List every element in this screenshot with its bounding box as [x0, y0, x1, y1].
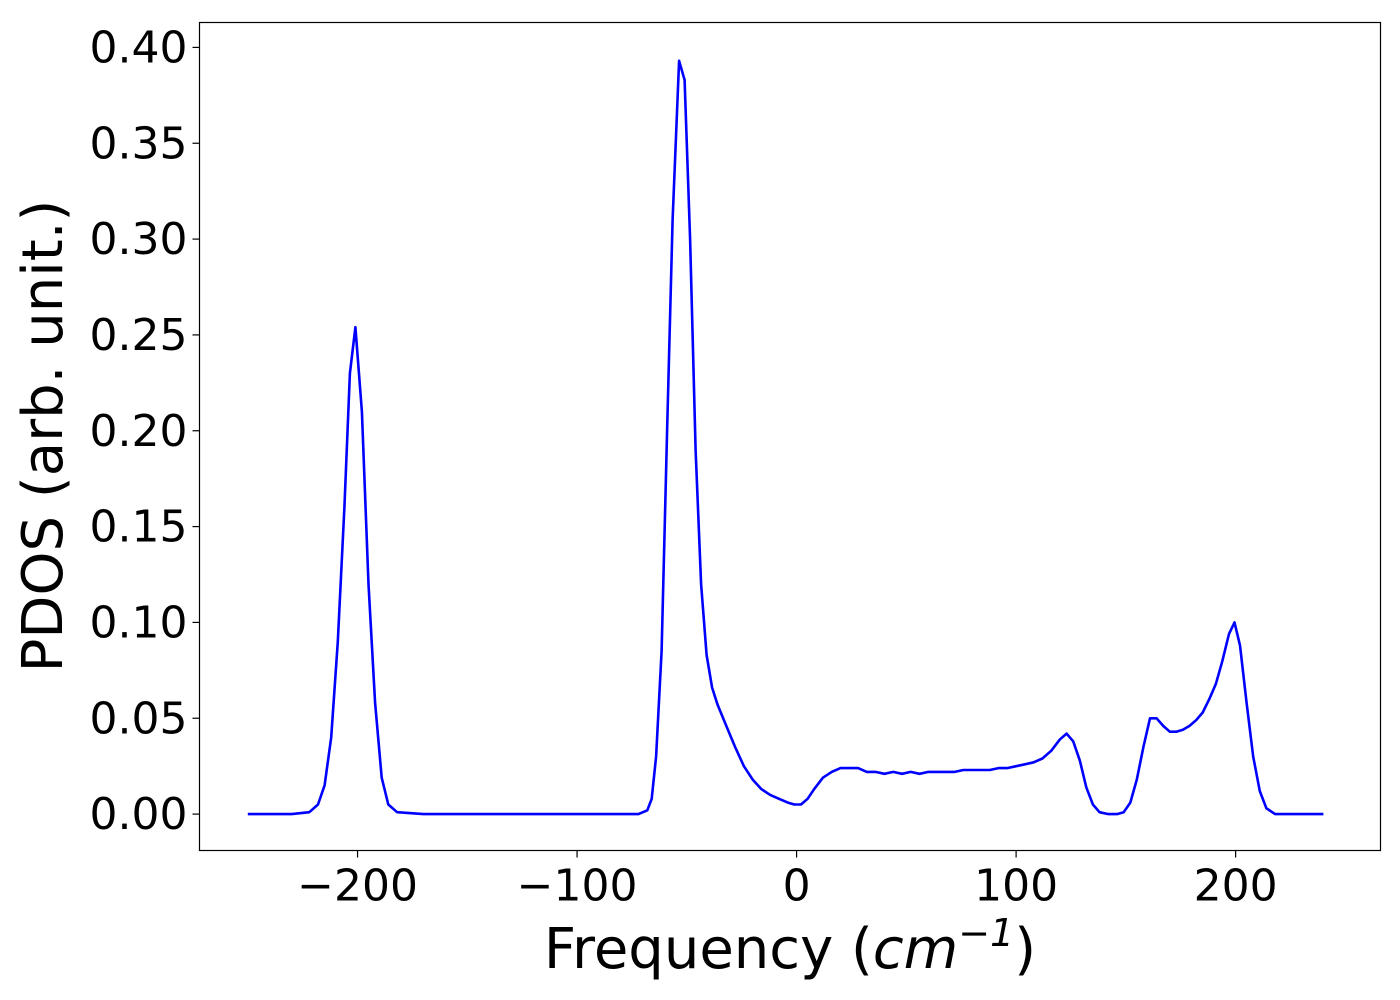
- pdos-series-line: [247, 59, 1324, 816]
- y-tick-label: 0.15: [90, 502, 188, 553]
- y-tick-label: 0.25: [90, 310, 188, 361]
- x-tick-label: 100: [974, 861, 1058, 912]
- x-tick-label: 0: [783, 861, 811, 912]
- y-axis: 0.00 0.05 0.10 0.15 0.20 0.25 0.30 0.35 0.40: [90, 22, 200, 840]
- y-tick-label: 0.30: [90, 214, 188, 265]
- y-tick-label: 0.05: [90, 693, 188, 744]
- y-tick-label: 0.00: [90, 789, 188, 840]
- x-tick-label: 200: [1194, 861, 1278, 912]
- x-tick-label: −100: [517, 861, 638, 912]
- y-tick-label: 0.40: [90, 22, 188, 73]
- y-tick-label: 0.10: [90, 597, 188, 648]
- y-tick-label: 0.20: [90, 406, 188, 457]
- plot-frame: [198, 21, 1382, 852]
- plot-area: [247, 59, 1324, 816]
- x-tick-label: −200: [297, 861, 418, 912]
- y-axis-label: PDOS (arb. unit.): [11, 200, 76, 673]
- y-tick-label: 0.35: [90, 118, 188, 169]
- x-axis-label: Frequency (cm−1): [544, 911, 1036, 982]
- x-axis: −200 −100 0 100 200: [297, 850, 1278, 912]
